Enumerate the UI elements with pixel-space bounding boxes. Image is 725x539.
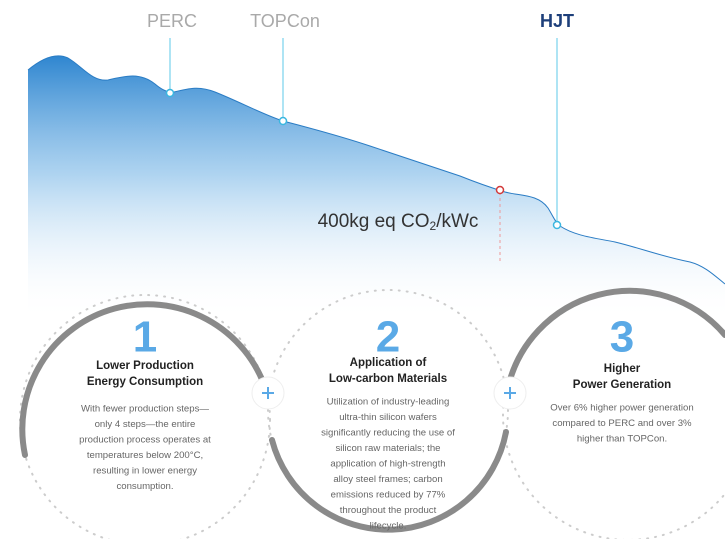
feature-title: Lower Production: [96, 360, 194, 372]
plus-button: [251, 376, 285, 410]
tech-label: HJT: [540, 11, 574, 31]
feature-description: compared to PERC and over 3%: [552, 418, 692, 429]
feature-description: temperatures below 200°C,: [87, 450, 203, 461]
annotation: 400kg eq CO2/kWc: [318, 211, 479, 233]
marker: [552, 220, 562, 230]
feature-description: silicon raw materials; the: [335, 443, 440, 454]
annotation-sub: 2: [430, 219, 437, 233]
ring-arc: [504, 287, 725, 395]
feature-title: Energy Consumption: [87, 376, 203, 388]
dotted-ring: [267, 289, 509, 531]
feature-description: production process operates at: [79, 435, 211, 446]
feature-number: 2: [376, 313, 400, 362]
feature-description: higher than TOPCon.: [577, 434, 667, 445]
feature-title: Higher: [604, 363, 641, 375]
feature-description: lifecycle.: [370, 521, 407, 532]
plus-button: [493, 376, 527, 410]
feature-description: throughout the product: [340, 505, 437, 516]
feature-description: emissions reduced by 77%: [331, 490, 446, 501]
area-edge: [27, 55, 725, 285]
feature-description: resulting in lower energy: [93, 466, 197, 477]
feature-description: With fewer production steps—: [81, 404, 209, 415]
feature-number: 1: [133, 313, 157, 362]
tech-label: PERC: [147, 11, 197, 31]
feature-description: ultra-thin silicon wafers: [339, 412, 437, 423]
feature-description: consumption.: [116, 481, 173, 492]
feature-description: alloy steel frames; carbon: [333, 474, 442, 485]
feature-description: Utilization of industry-leading: [327, 397, 450, 408]
marker: [165, 88, 175, 98]
ring-arc: [19, 301, 269, 458]
marker: [278, 116, 288, 126]
dotted-ring: [502, 289, 725, 539]
feature-number: 3: [610, 313, 634, 362]
tech-label: TOPCon: [250, 11, 320, 31]
area: [28, 55, 725, 320]
feature-description: Over 6% higher power generation: [550, 403, 693, 414]
feature-title: Application of: [350, 357, 427, 369]
feature-description: application of high-strength: [330, 459, 445, 470]
feature-description: only 4 steps—the entire: [95, 419, 196, 430]
feature-title: Power Generation: [573, 379, 671, 391]
feature-title: Low-carbon Materials: [329, 373, 447, 385]
annotation-text: 400kg eq CO: [318, 211, 430, 232]
marker: [495, 185, 505, 195]
annotation-text: /kWc: [436, 211, 478, 232]
ring-arc: [269, 429, 509, 533]
feature-description: significantly reducing the use of: [321, 428, 455, 439]
